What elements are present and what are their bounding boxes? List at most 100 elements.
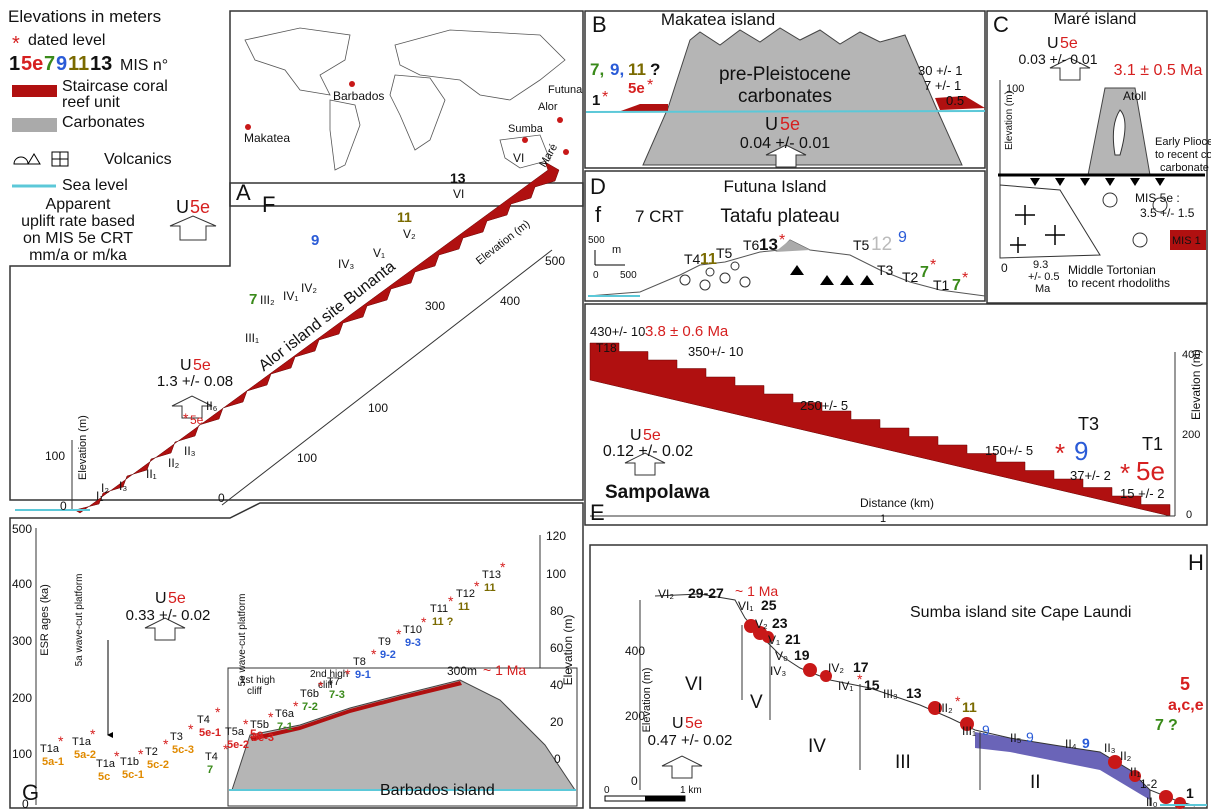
rhodolith: [1102, 192, 1118, 208]
label: IV₂: [828, 661, 844, 675]
label: 100: [546, 567, 566, 581]
label: A: [236, 180, 251, 205]
label: *: [371, 646, 377, 662]
label: 25: [761, 597, 777, 613]
label: 29-27: [688, 585, 724, 601]
label: I₃: [119, 479, 127, 493]
label: T8: [353, 656, 366, 668]
label: Futuna: [548, 84, 583, 96]
label: T12: [456, 588, 475, 600]
label: 9,: [610, 60, 624, 79]
label: 400: [12, 577, 32, 591]
label: U: [180, 357, 192, 374]
panel-f-drawing: [15, 161, 560, 514]
label: T6a: [275, 708, 295, 720]
label: 7 CRT: [635, 207, 684, 226]
scale-bar: [645, 796, 685, 801]
panel-g-drawing: [35, 528, 578, 807]
label: V₂: [755, 617, 768, 631]
label: 5a-2: [74, 749, 96, 761]
label: 0: [554, 752, 561, 766]
label: 37+/- 2: [1070, 468, 1111, 483]
label: IV₁: [283, 289, 298, 303]
label: U: [630, 427, 642, 444]
label: IV₃: [338, 257, 354, 271]
uplift-arrow: [169, 215, 217, 241]
label: T2: [902, 269, 919, 285]
label: T18: [596, 341, 617, 355]
profile: [654, 593, 1196, 807]
label: 7-2: [302, 701, 318, 713]
label: *: [474, 578, 480, 594]
label: Elevation (m): [561, 615, 575, 686]
label: 0: [1186, 509, 1192, 521]
label: 11: [68, 53, 89, 75]
label: T4: [205, 751, 218, 763]
label: 9: [898, 229, 907, 246]
label: T1a: [72, 736, 92, 748]
label: 7: [1155, 717, 1164, 734]
label: 5e: [628, 80, 645, 97]
label: Middle Tortonian: [1068, 263, 1156, 277]
label: *: [223, 741, 229, 757]
label: 400: [500, 294, 520, 308]
site: [522, 137, 528, 143]
label: III₂: [938, 701, 953, 715]
label: U: [672, 715, 684, 732]
label: 1st high: [240, 675, 275, 686]
volcanic-symbol: [13, 153, 41, 165]
label: T3: [1078, 414, 1099, 434]
label: a,c,e: [1168, 697, 1204, 714]
label: to recent corals: [1155, 149, 1211, 161]
site: [349, 81, 355, 87]
label: 300m: [447, 664, 477, 678]
label: VI: [453, 187, 464, 201]
label: *: [268, 709, 274, 725]
label: 0.03 +/- 0.01: [1018, 51, 1097, 67]
label: 500: [588, 235, 605, 246]
label: 0.47 +/- 0.02: [648, 732, 733, 749]
label: I₂: [101, 481, 109, 495]
label: *: [779, 232, 785, 249]
label: 1: [592, 92, 600, 109]
label: 200: [12, 691, 32, 705]
label: T1a: [40, 743, 60, 755]
label: erosion s.: [990, 767, 1033, 778]
label: VI: [513, 151, 524, 165]
label: 15 +/- 2: [1120, 486, 1164, 501]
label: *: [90, 726, 96, 742]
label: 5c-1: [122, 769, 144, 781]
label: 5c-2: [147, 759, 169, 771]
label: V₁: [373, 246, 385, 260]
label: *: [647, 77, 653, 94]
label: 100: [12, 747, 32, 761]
label: carbonate: [1160, 162, 1209, 174]
label: 11: [484, 582, 496, 594]
label: 0.33 +/- 0.02: [126, 607, 211, 624]
label: 0: [218, 491, 225, 505]
label: 100: [368, 401, 388, 415]
label: Sea level: [62, 177, 128, 194]
label: T2: [145, 746, 158, 758]
label: Early Pliocene: [1155, 136, 1211, 148]
panel-c-drawing: [998, 57, 1206, 259]
label: VI₁: [738, 599, 753, 613]
label: 9-2: [380, 649, 396, 661]
marks: [1030, 178, 1165, 186]
label: 120: [546, 529, 566, 543]
label: 7: [952, 277, 961, 294]
label: Volcanics: [104, 151, 172, 168]
label: III₁: [245, 331, 259, 345]
label: 1-2: [1140, 777, 1158, 791]
label: *: [293, 698, 299, 714]
label: dated level: [28, 32, 105, 49]
label: 7,: [590, 60, 604, 79]
label: to recent rhodoliths: [1068, 276, 1170, 290]
label: *: [243, 716, 249, 732]
label: 0: [593, 270, 599, 281]
label: Elevation (m): [77, 415, 89, 480]
label: 1 km: [680, 785, 702, 796]
label: 500: [620, 270, 637, 281]
label: *: [930, 257, 936, 274]
label: 500: [12, 522, 32, 536]
